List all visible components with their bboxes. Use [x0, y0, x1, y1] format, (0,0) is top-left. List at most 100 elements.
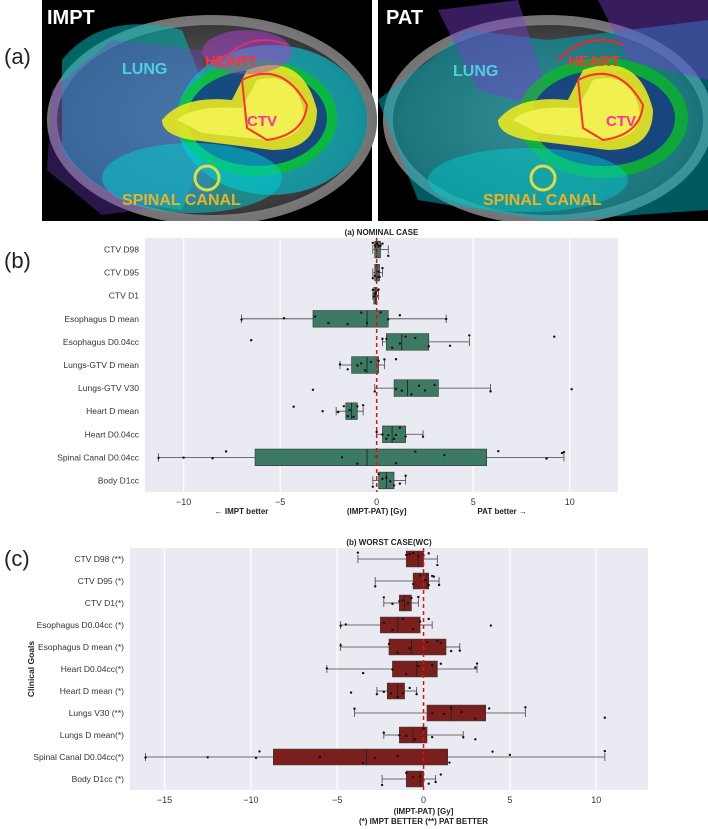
ct-dose-panels: IMPT LUNG HEART CTV SPINAL CANAL % of 60…	[42, 0, 708, 225]
data-point	[382, 596, 386, 599]
data-point	[436, 563, 439, 567]
data-point	[396, 651, 399, 654]
category-label: CTV D98	[104, 245, 139, 255]
data-point	[356, 551, 360, 554]
box	[393, 379, 439, 397]
x-axis-label-left: ← IMPT better	[215, 507, 269, 516]
data-point	[363, 369, 367, 372]
nominal-case-chart: (a) NOMINAL CASE −10 −5 0 5 10 CTV D98 CTV D95 C…	[57, 228, 618, 516]
data-point	[224, 450, 228, 453]
data-point	[449, 649, 453, 653]
data-point	[391, 628, 394, 632]
x-axis-label-right: PAT better →	[477, 507, 526, 516]
data-point	[340, 456, 344, 459]
box	[273, 748, 449, 766]
data-point	[443, 712, 446, 716]
data-point	[353, 707, 356, 710]
ct-spinal-label-right: SPINAL CANAL	[483, 192, 602, 209]
data-point	[444, 317, 448, 321]
data-point	[417, 384, 421, 387]
data-point	[144, 756, 147, 759]
data-point	[396, 695, 399, 699]
data-point	[489, 390, 492, 393]
ct-heart-label-left: HEART	[205, 53, 257, 70]
category-label: Heart D0.04cc	[85, 429, 140, 439]
data-point	[448, 761, 451, 764]
data-point	[398, 482, 402, 485]
data-point	[417, 595, 420, 599]
data-point	[380, 783, 384, 787]
data-point	[410, 393, 413, 396]
data-point	[430, 711, 434, 715]
data-point	[603, 749, 607, 753]
box	[386, 682, 405, 700]
data-point	[401, 692, 405, 695]
data-point	[361, 761, 365, 765]
data-point	[389, 692, 392, 695]
worst-case-chart: (b) WORST CASE(WC) −15 −10 −5 0 5 10 CTV D98 (*…	[26, 538, 648, 826]
data-point	[562, 450, 566, 454]
ct-spinal-label-left: SPINAL CANAL	[122, 192, 241, 209]
data-point	[489, 624, 493, 627]
data-point	[387, 434, 390, 437]
data-point	[325, 667, 329, 670]
data-point	[379, 244, 382, 247]
data-point	[385, 476, 388, 479]
data-point	[373, 244, 376, 247]
ct-ctv-label-left: CTV	[247, 113, 277, 130]
data-point	[406, 602, 410, 605]
x-tick-label: 10	[565, 497, 575, 507]
data-point	[405, 734, 408, 738]
data-point	[348, 409, 351, 412]
data-point	[373, 585, 377, 588]
ct-image-impt: IMPT LUNG HEART CTV SPINAL CANAL	[42, 0, 377, 225]
data-point	[361, 671, 365, 675]
ct-images-svg: IMPT LUNG HEART CTV SPINAL CANAL % of 60…	[42, 0, 708, 225]
ct-lung-label-right: LUNG	[453, 63, 498, 80]
data-point	[430, 663, 434, 667]
category-label: Lungs-GTV D mean	[63, 360, 139, 370]
data-point	[414, 450, 417, 453]
category-label: Esophagus D0.04cc	[63, 337, 140, 347]
data-point	[377, 359, 380, 363]
data-point	[311, 388, 315, 391]
x-axis-label: (IMPT-PAT) [Gy]	[347, 507, 407, 516]
data-point	[418, 574, 422, 577]
category-label: Lungs V30 (**)	[69, 708, 124, 718]
data-point	[439, 641, 442, 645]
data-point	[411, 627, 415, 631]
category-label: CTV D1	[109, 291, 140, 301]
data-point	[391, 602, 394, 606]
panel-label-b: (b)	[4, 248, 31, 273]
data-point	[282, 317, 286, 320]
data-point	[382, 731, 386, 735]
data-point	[524, 706, 527, 709]
category-label: Body D1cc	[98, 475, 140, 485]
category-label: Heart D0.04cc(*)	[61, 664, 124, 674]
data-point	[418, 620, 422, 623]
data-point	[356, 462, 359, 465]
category-label: Heart D mean	[86, 406, 139, 416]
data-point	[182, 456, 185, 459]
data-point	[439, 773, 442, 776]
data-point	[378, 275, 381, 279]
category-label: Esophagus D mean (*)	[38, 642, 124, 652]
data-point	[344, 623, 348, 626]
data-point	[240, 318, 243, 321]
data-point	[396, 754, 399, 758]
data-point	[361, 404, 365, 407]
data-point	[460, 710, 463, 714]
data-point	[356, 405, 359, 408]
data-point	[404, 335, 407, 338]
data-point	[560, 451, 564, 455]
x-tick-label: −5	[275, 497, 285, 507]
category-label: Spinal Canal D0.04cc(*)	[33, 752, 124, 762]
data-point	[258, 750, 261, 753]
data-point	[408, 686, 411, 690]
data-point	[603, 716, 607, 719]
data-point	[382, 621, 386, 625]
data-point	[373, 274, 376, 278]
data-point	[381, 242, 384, 245]
x-tick-label: 5	[471, 497, 476, 507]
data-point	[458, 649, 461, 652]
